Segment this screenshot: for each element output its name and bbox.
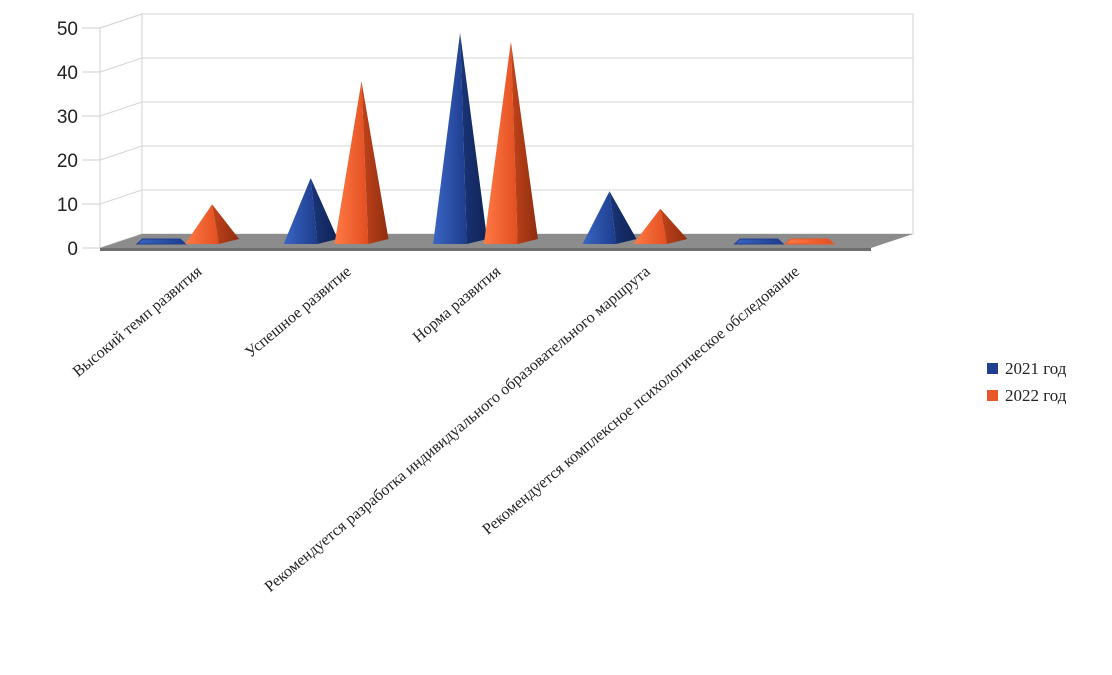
- pyramid-face-front: [334, 81, 369, 244]
- y-tick-label: 10: [57, 195, 78, 216]
- pyramid-2021-4: [733, 238, 785, 245]
- y-tick-label: 0: [67, 239, 78, 260]
- zero-marker: [135, 238, 187, 245]
- pyramid-face-front: [433, 32, 467, 244]
- legend-item-2021: 2021 год: [987, 355, 1066, 382]
- y-tick-label: 20: [57, 151, 78, 172]
- legend-label-2022: 2022 год: [1005, 385, 1067, 405]
- pyramid-2021-3: [582, 191, 637, 244]
- y-tick-label: 50: [57, 19, 78, 40]
- gridline-side: [99, 57, 143, 73]
- pyramid-face-side: [460, 32, 488, 244]
- zero-marker: [784, 238, 836, 245]
- legend-label-2021: 2021 год: [1005, 358, 1067, 378]
- pyramid-face-side: [361, 81, 389, 244]
- gridline-side: [99, 13, 143, 29]
- pyramid-face-side: [660, 208, 688, 244]
- pyramid-face-side: [609, 191, 637, 244]
- legend-swatch-2021: [987, 363, 998, 374]
- legend-swatch-2022: [987, 390, 998, 401]
- side-wall-panel: [99, 13, 143, 249]
- pyramid-2022-3: [633, 208, 688, 244]
- x-category-label: Рекомендуется комплексное психологическо…: [479, 263, 802, 538]
- pyramid-2022-0: [185, 204, 240, 244]
- pyramid-face-front: [185, 204, 219, 244]
- x-category-label: Высокий темп развития: [70, 263, 206, 381]
- pyramid-2022-4: [784, 238, 836, 245]
- pyramid-2022-1: [334, 81, 389, 244]
- pyramid-2021-1: [283, 178, 338, 244]
- x-category-label: Успешное развитие: [242, 263, 354, 361]
- x-axis: Высокий темп развития Успешное развитие Но…: [70, 263, 803, 596]
- gridline-side: [99, 145, 143, 161]
- zero-marker: [733, 238, 785, 245]
- pyramid-face-side: [212, 204, 240, 244]
- legend: 2021 год 2022 год: [987, 355, 1066, 409]
- pyramid-face-front: [582, 191, 617, 244]
- y-axis: 0 10 20 30 40 50: [57, 19, 100, 260]
- gridline-side: [99, 189, 143, 205]
- y-tick-label: 30: [57, 107, 78, 128]
- chart-marks: [135, 32, 836, 245]
- gridline-side: [99, 101, 143, 117]
- pyramid-face-front: [633, 208, 668, 244]
- pyramid-2021-0: [135, 238, 187, 245]
- pyramid-face-side: [310, 178, 338, 244]
- pyramid-2022-2: [483, 41, 538, 244]
- legend-item-2022: 2022 год: [987, 382, 1066, 409]
- x-category-label: Норма развития: [410, 263, 505, 346]
- y-tick-label: 40: [57, 63, 78, 84]
- pyramid-2021-2: [433, 32, 488, 244]
- floor-edge: [100, 248, 871, 251]
- pyramid-face-front: [283, 178, 318, 244]
- pyramid-face-side: [510, 41, 538, 244]
- pyramid-face-front: [483, 41, 518, 244]
